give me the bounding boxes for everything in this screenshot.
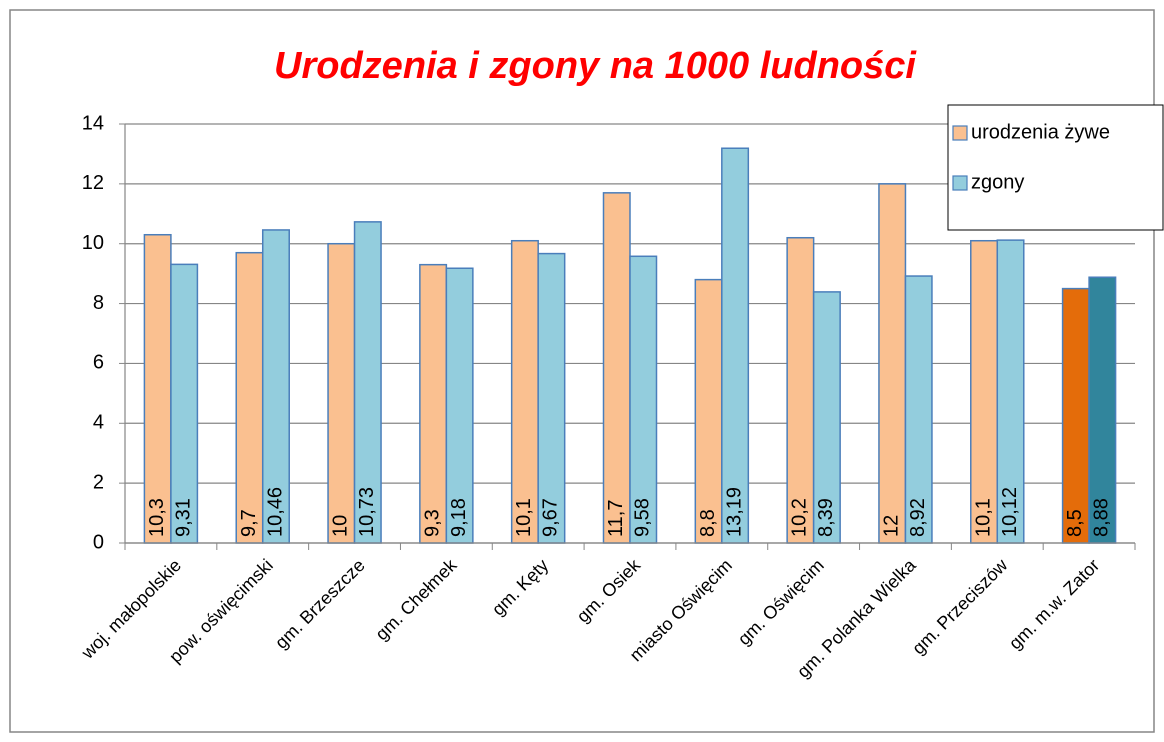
bar bbox=[970, 239, 999, 544]
bar bbox=[1061, 287, 1090, 544]
value-label: 10,46 bbox=[264, 487, 286, 537]
legend-box bbox=[947, 104, 1164, 231]
bar bbox=[602, 192, 631, 544]
value-label: 10,12 bbox=[999, 487, 1021, 537]
bar bbox=[510, 239, 539, 544]
bar bbox=[235, 251, 264, 544]
y-tick-label: 12 bbox=[82, 172, 104, 194]
value-label: 13,19 bbox=[723, 487, 745, 537]
value-label: 9,67 bbox=[540, 498, 562, 537]
value-label: 10,3 bbox=[146, 498, 168, 537]
value-label: 9,7 bbox=[238, 509, 260, 537]
y-tick-label: 14 bbox=[82, 112, 104, 134]
value-label: 8,8 bbox=[697, 509, 719, 537]
legend-label: zgony bbox=[971, 171, 1024, 193]
y-tick-label: 0 bbox=[93, 531, 104, 553]
y-tick-label: 6 bbox=[93, 352, 104, 374]
value-label: 11,7 bbox=[605, 500, 627, 537]
value-label: 12 bbox=[880, 515, 902, 537]
value-label: 9,31 bbox=[172, 498, 194, 537]
bar bbox=[694, 278, 723, 544]
value-label: 9,3 bbox=[421, 509, 443, 537]
value-label: 10,1 bbox=[513, 498, 535, 537]
value-label: 10 bbox=[330, 515, 352, 537]
y-tick-label: 10 bbox=[82, 232, 104, 254]
value-label: 8,39 bbox=[815, 498, 837, 537]
bar bbox=[327, 242, 356, 544]
value-label: 8,5 bbox=[1064, 509, 1086, 537]
bar bbox=[419, 263, 448, 544]
bar bbox=[170, 263, 199, 544]
bar bbox=[721, 147, 750, 544]
bar bbox=[143, 233, 172, 544]
value-label: 9,58 bbox=[632, 498, 654, 537]
bar bbox=[261, 229, 290, 544]
value-label: 8,92 bbox=[907, 498, 929, 537]
bar bbox=[353, 221, 382, 544]
value-label: 10,1 bbox=[972, 498, 994, 537]
y-tick-label: 8 bbox=[93, 292, 104, 314]
bar bbox=[878, 183, 907, 544]
bar bbox=[786, 236, 815, 544]
value-label: 8,88 bbox=[1091, 498, 1113, 537]
value-label: 9,18 bbox=[448, 498, 470, 537]
bar bbox=[445, 267, 474, 544]
chart-title: Urodzenia i zgony na 1000 ludności bbox=[274, 45, 917, 87]
y-tick-label: 2 bbox=[93, 471, 104, 493]
legend-label: urodzenia żywe bbox=[971, 121, 1110, 143]
legend-swatch bbox=[952, 125, 968, 141]
y-tick-label: 4 bbox=[93, 412, 104, 434]
value-label: 10,73 bbox=[356, 487, 378, 537]
bar bbox=[537, 252, 566, 544]
value-label: 10,2 bbox=[789, 498, 811, 537]
legend-swatch bbox=[952, 175, 968, 191]
